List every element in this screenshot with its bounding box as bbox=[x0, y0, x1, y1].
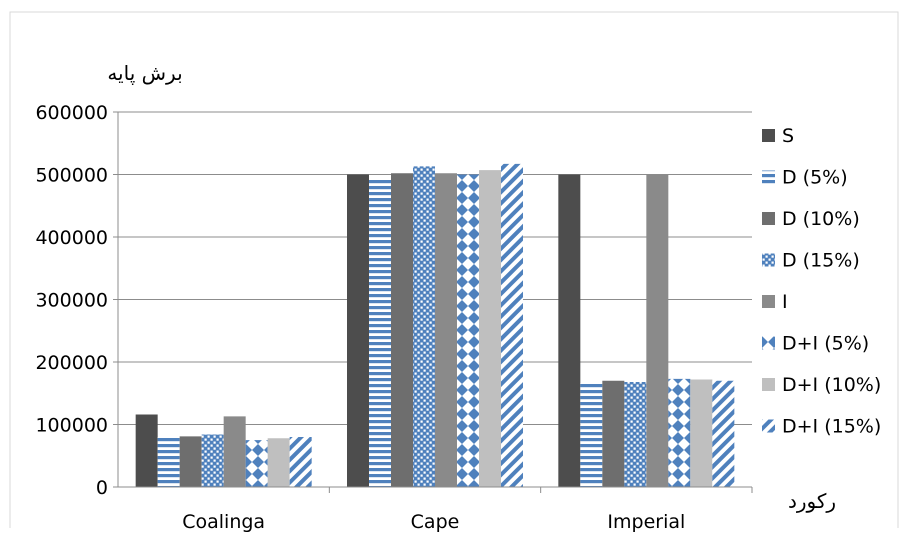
y-tick-label: 100000 bbox=[35, 415, 108, 437]
legend-label: D+I (15%) bbox=[782, 416, 881, 438]
legend-label: D+I (10%) bbox=[782, 374, 881, 396]
bar bbox=[624, 382, 647, 487]
legend-label: I bbox=[782, 291, 788, 313]
legend-swatch bbox=[762, 419, 775, 433]
bar bbox=[457, 174, 479, 487]
legend-swatch bbox=[762, 336, 775, 350]
legend-swatch bbox=[762, 253, 775, 267]
legend-label: D+I (5%) bbox=[782, 333, 869, 355]
y-tick-label: 0 bbox=[96, 477, 108, 499]
bar bbox=[668, 378, 691, 487]
y-tick-label: 400000 bbox=[35, 227, 108, 249]
legend-label: D (15%) bbox=[782, 250, 860, 272]
legend-swatch bbox=[762, 212, 775, 225]
y-axis-label: برش پایه bbox=[107, 61, 182, 86]
bar bbox=[135, 414, 158, 487]
legend-label: S bbox=[782, 125, 794, 147]
legend-swatch bbox=[762, 378, 775, 391]
y-tick-label: 600000 bbox=[35, 102, 108, 124]
x-tick-label: Imperial bbox=[607, 511, 685, 533]
y-tick-label: 500000 bbox=[35, 165, 108, 187]
legend-swatch bbox=[762, 170, 775, 184]
bars-group bbox=[135, 163, 735, 487]
chart-frame bbox=[9, 11, 899, 528]
bar bbox=[391, 173, 413, 487]
bar bbox=[157, 437, 180, 487]
bar bbox=[413, 166, 435, 487]
axes-group: 0 100000 200000 300000 400000 500000 600000 Coa… bbox=[35, 102, 753, 533]
bar bbox=[347, 174, 369, 487]
bar bbox=[267, 438, 290, 487]
y-tick-label: 200000 bbox=[35, 352, 108, 374]
legend-label: D (10%) bbox=[782, 208, 860, 230]
bar bbox=[646, 174, 669, 487]
bar bbox=[580, 383, 603, 487]
bar bbox=[245, 440, 268, 487]
bar bbox=[712, 380, 735, 487]
bar bbox=[435, 173, 457, 487]
bar bbox=[179, 436, 202, 487]
x-axis-label: رکورد bbox=[788, 489, 836, 513]
bar bbox=[558, 174, 581, 487]
bar bbox=[201, 434, 224, 487]
bar bbox=[289, 437, 312, 487]
bar bbox=[223, 416, 246, 487]
bar bbox=[690, 379, 713, 487]
x-tick-label: Coalinga bbox=[182, 511, 265, 533]
legend: S D (5%) D (10%) D (15%) I D+I (5%) D+I (10%) D… bbox=[762, 125, 881, 438]
legend-label: D (5%) bbox=[782, 167, 848, 189]
legend-swatch bbox=[762, 129, 775, 142]
legend-swatch bbox=[762, 295, 775, 308]
bar bbox=[602, 380, 625, 487]
bar bbox=[479, 170, 501, 487]
x-tick-label: Cape bbox=[411, 511, 460, 533]
bar bbox=[501, 163, 523, 487]
y-tick-label: 300000 bbox=[35, 290, 108, 312]
bar bbox=[369, 177, 391, 487]
